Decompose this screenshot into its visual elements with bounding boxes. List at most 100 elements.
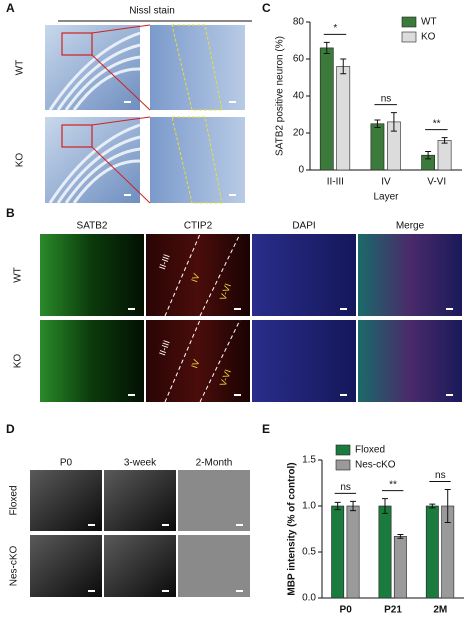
error-bar xyxy=(350,500,357,512)
nissl-zoom xyxy=(150,117,245,203)
roi-line xyxy=(91,146,151,204)
column-title: P0 xyxy=(60,458,73,469)
y-tick-label: 1.0 xyxy=(302,501,316,512)
column-title: 3-week xyxy=(124,458,157,469)
error-bar xyxy=(444,488,451,524)
row-label: KO xyxy=(13,354,24,369)
fluorescence-image xyxy=(358,320,462,402)
row-label: WT xyxy=(13,267,24,283)
x-tick-label: 2M xyxy=(433,605,447,616)
legend-swatch xyxy=(401,16,417,28)
tissue-fold xyxy=(48,123,141,204)
tissue-fold xyxy=(72,159,141,204)
y-tick-label: 0.0 xyxy=(302,593,316,604)
bar xyxy=(437,140,452,171)
panel-label: B xyxy=(6,206,15,220)
layer-divider xyxy=(164,319,201,403)
tissue-fold xyxy=(72,67,141,111)
y-tick-label: 80 xyxy=(293,17,305,28)
legend-label: Nes-cKO xyxy=(355,460,396,471)
error-bar xyxy=(374,119,381,128)
panel-label: D xyxy=(6,422,15,436)
legend-label: Floxed xyxy=(355,445,385,456)
tissue-fold xyxy=(64,55,141,111)
layer-divider xyxy=(199,319,241,403)
error-bar xyxy=(429,503,436,509)
row-label: KO xyxy=(15,153,26,168)
row-label: WT xyxy=(15,60,26,76)
layer-label: II-III xyxy=(157,339,172,357)
tissue-fold xyxy=(56,43,141,111)
bar xyxy=(393,536,407,599)
significance-label: ** xyxy=(433,118,441,129)
mbp-image xyxy=(104,470,176,531)
layer-outline xyxy=(171,116,223,204)
fluorescence-image xyxy=(40,320,144,402)
significance-label: * xyxy=(333,23,337,34)
mbp-image xyxy=(104,535,176,597)
bar xyxy=(331,505,345,599)
tissue-fold xyxy=(64,147,141,204)
column-title: Merge xyxy=(396,221,425,232)
panel-label: A xyxy=(6,1,15,15)
panel-label: E xyxy=(262,422,270,436)
x-tick-label: P0 xyxy=(340,605,353,616)
error-bar xyxy=(334,501,341,511)
row-label: Nes-cKO xyxy=(9,545,20,586)
fluorescence-image xyxy=(252,320,356,402)
fluorescence-image xyxy=(40,234,144,316)
legend-label: WT xyxy=(421,17,437,28)
layer-label: II-III xyxy=(157,253,172,271)
y-axis-label: MBP intensity (% of control) xyxy=(287,462,298,595)
error-bar xyxy=(382,498,389,514)
bar xyxy=(425,505,439,599)
legend-swatch xyxy=(335,459,351,471)
y-tick-label: 0.5 xyxy=(302,547,316,558)
layer-label: IV xyxy=(189,358,201,369)
y-tick-label: 40 xyxy=(293,91,305,102)
panel-title: Nissl stain xyxy=(129,6,175,17)
mbp-image xyxy=(178,535,250,597)
error-bar xyxy=(390,112,397,132)
column-title: CTIP2 xyxy=(184,221,213,232)
y-tick-label: 1.5 xyxy=(302,455,316,466)
fluorescence-image xyxy=(146,234,250,316)
layer-divider xyxy=(199,233,241,317)
x-axis-label: Layer xyxy=(373,192,399,203)
y-axis-label: SATB2 positive neuron (%) xyxy=(275,36,286,156)
bar xyxy=(346,505,360,599)
roi-line xyxy=(91,116,151,126)
x-tick-label: P21 xyxy=(384,605,402,616)
fluorescence-image xyxy=(358,234,462,316)
roi-box xyxy=(61,32,93,56)
error-bar xyxy=(323,41,330,54)
y-tick-label: 20 xyxy=(293,128,305,139)
error-bar xyxy=(340,58,347,75)
x-tick-label: V-VI xyxy=(427,177,446,188)
y-tick-label: 0 xyxy=(298,165,304,176)
nissl-zoom xyxy=(150,25,245,110)
layer-divider xyxy=(164,233,201,317)
error-bar xyxy=(397,534,404,539)
fluorescence-image xyxy=(146,320,250,402)
roi-line xyxy=(91,54,151,111)
error-bar xyxy=(425,151,432,160)
y-tick-label: 60 xyxy=(293,54,305,65)
panel-label: C xyxy=(262,1,271,15)
column-title: DAPI xyxy=(292,221,315,232)
mbp-image xyxy=(30,535,102,597)
significance-label: ns xyxy=(435,470,446,481)
legend-swatch xyxy=(335,444,351,456)
legend-swatch xyxy=(401,31,417,43)
x-tick-label: II-III xyxy=(327,177,344,188)
roi-line xyxy=(91,24,151,34)
tissue-fold xyxy=(56,135,141,204)
tissue-fold xyxy=(48,31,141,111)
column-title: SATB2 xyxy=(77,221,108,232)
row-label: Floxed xyxy=(9,485,20,515)
mbp-image xyxy=(178,470,250,531)
fluorescence-image xyxy=(252,234,356,316)
error-bar xyxy=(441,137,448,144)
x-tick-label: IV xyxy=(381,177,391,188)
layer-label: IV xyxy=(189,272,201,283)
